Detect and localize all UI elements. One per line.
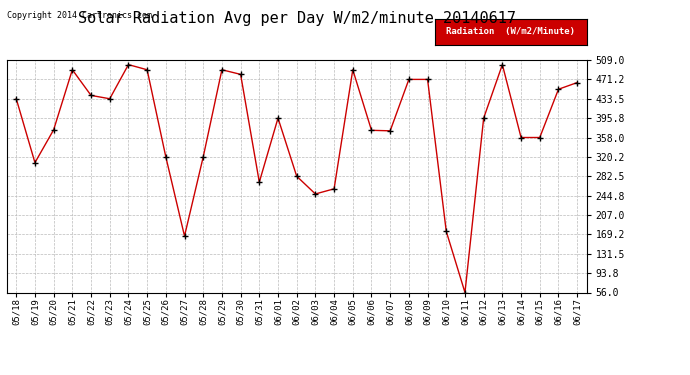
Text: Radiation  (W/m2/Minute): Radiation (W/m2/Minute) [446, 27, 575, 36]
Text: Solar Radiation Avg per Day W/m2/minute 20140617: Solar Radiation Avg per Day W/m2/minute … [78, 11, 515, 26]
Text: Copyright 2014 Cartronics.com: Copyright 2014 Cartronics.com [7, 11, 152, 20]
